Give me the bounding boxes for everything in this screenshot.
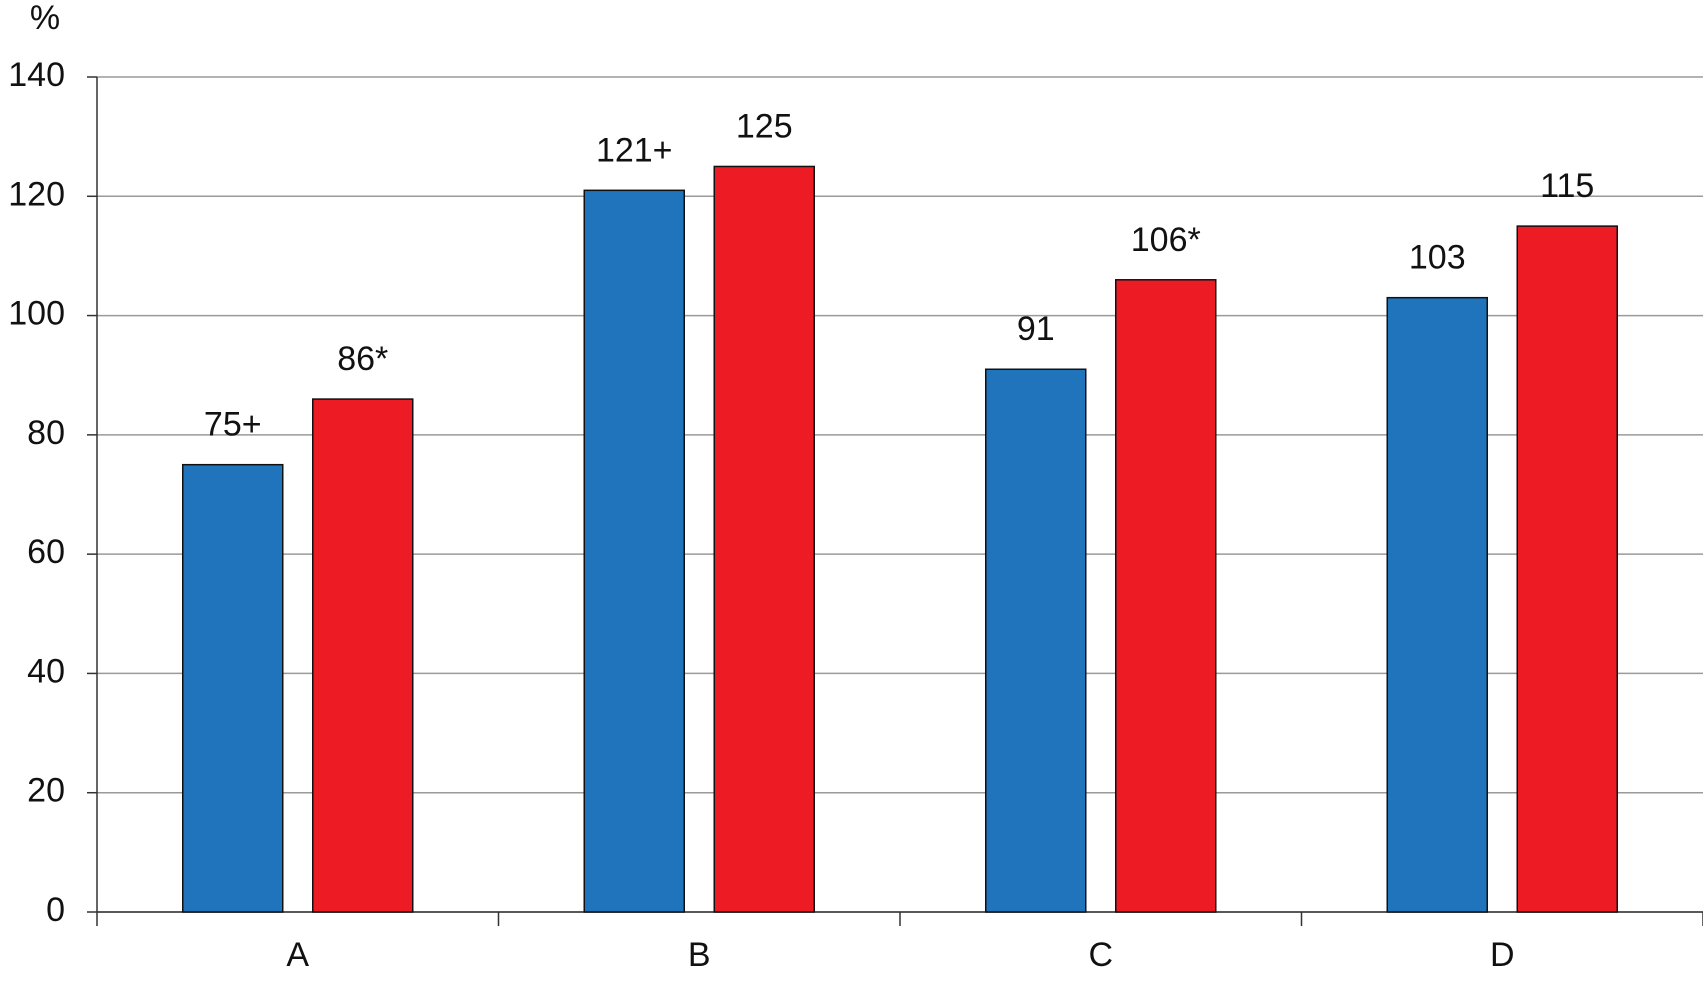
value-label: 125 [736, 107, 793, 145]
bar [583, 189, 685, 913]
value-label: 75+ [204, 406, 262, 444]
y-tick-label: 40 [27, 652, 65, 690]
x-tick-label: A [286, 936, 309, 974]
bar [985, 368, 1087, 913]
y-tick-label: 100 [8, 295, 65, 333]
value-label: 86* [337, 340, 388, 378]
y-tick-label: 0 [46, 891, 65, 929]
value-label: 91 [1017, 310, 1055, 348]
bar [312, 398, 414, 913]
y-tick-label: 80 [27, 414, 65, 452]
y-tick-label: 20 [27, 772, 65, 810]
x-tick-label: B [688, 936, 711, 974]
x-tick-label: C [1088, 936, 1113, 974]
y-tick-label: 60 [27, 533, 65, 571]
bar [182, 463, 284, 913]
y-axis-label: % [30, 0, 60, 37]
bar [1115, 279, 1217, 913]
bar [713, 165, 815, 913]
bar [1386, 296, 1488, 913]
bar [1516, 225, 1618, 913]
y-tick-label: 120 [8, 175, 65, 213]
value-label: 103 [1409, 239, 1466, 277]
x-tick-label: D [1490, 936, 1515, 974]
value-label: 115 [1540, 167, 1594, 205]
value-label: 106* [1131, 221, 1201, 259]
value-label: 121+ [596, 131, 673, 169]
y-tick-label: 140 [8, 56, 65, 94]
